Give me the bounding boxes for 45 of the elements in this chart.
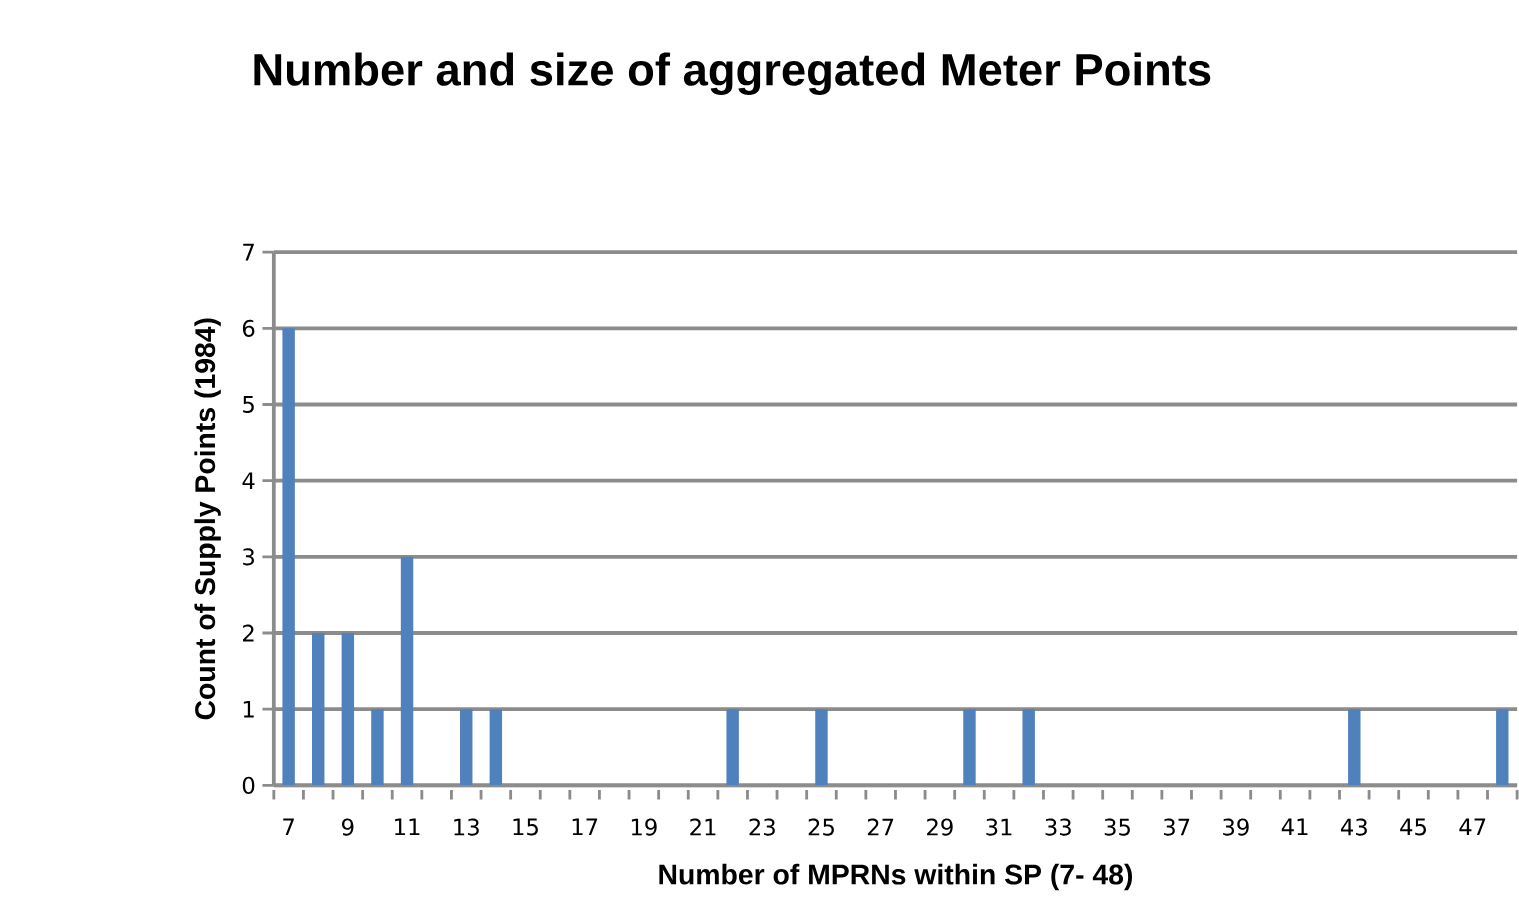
y-tick-label: 2 xyxy=(243,624,254,642)
bar xyxy=(963,709,976,786)
x-tick-label: 11 xyxy=(395,818,420,836)
bar xyxy=(371,709,384,786)
bar xyxy=(1022,709,1035,786)
x-tick-label: 9 xyxy=(342,818,354,836)
x-tick-label: 7 xyxy=(283,818,294,836)
bar xyxy=(460,709,473,786)
bar xyxy=(312,633,325,786)
y-tick-label: 7 xyxy=(243,244,254,261)
x-tick-label: 15 xyxy=(513,818,538,836)
x-tick-label: 19 xyxy=(631,818,657,836)
y-tick-label: 4 xyxy=(242,472,255,490)
x-tick-label: 43 xyxy=(1340,818,1367,836)
x-tick-label: 29 xyxy=(927,818,953,836)
bar xyxy=(400,557,414,786)
x-tick-label: 17 xyxy=(572,818,598,836)
y-tick-label: 3 xyxy=(243,548,254,566)
bar xyxy=(815,709,828,786)
y-tick-label: 1 xyxy=(243,701,254,718)
x-tick-label: 23 xyxy=(749,818,775,836)
x-tick-label: 45 xyxy=(1400,818,1426,836)
x-tick-label: 39 xyxy=(1223,818,1249,836)
x-tick-label: 33 xyxy=(1045,818,1071,836)
bar xyxy=(489,709,503,786)
x-tick-label: 27 xyxy=(867,818,894,836)
bar xyxy=(726,709,739,786)
y-tick-label: 0 xyxy=(242,777,255,795)
x-tick-label: 47 xyxy=(1459,818,1486,836)
x-tick-label: 35 xyxy=(1104,818,1130,836)
bar xyxy=(1348,709,1361,786)
x-tick-label: 31 xyxy=(986,818,1012,836)
x-tick-label: 21 xyxy=(690,818,716,836)
x-tick-label: 13 xyxy=(454,818,479,836)
y-tick-label: 6 xyxy=(242,319,255,338)
x-tick-label: 25 xyxy=(808,818,834,836)
x-tick-label: 41 xyxy=(1281,818,1308,836)
y-axis-title: Count of Supply Points (1984) xyxy=(194,318,221,720)
y-tick-label: 5 xyxy=(243,396,254,414)
chart-title: Number and size of aggregated Meter Points xyxy=(254,52,1211,96)
x-tick-label: 37 xyxy=(1163,818,1190,836)
bar xyxy=(341,633,355,786)
bar xyxy=(282,328,295,786)
x-axis-title: Number of MPRNs within SP (7- 48) xyxy=(659,864,1133,891)
bar xyxy=(1496,709,1509,786)
